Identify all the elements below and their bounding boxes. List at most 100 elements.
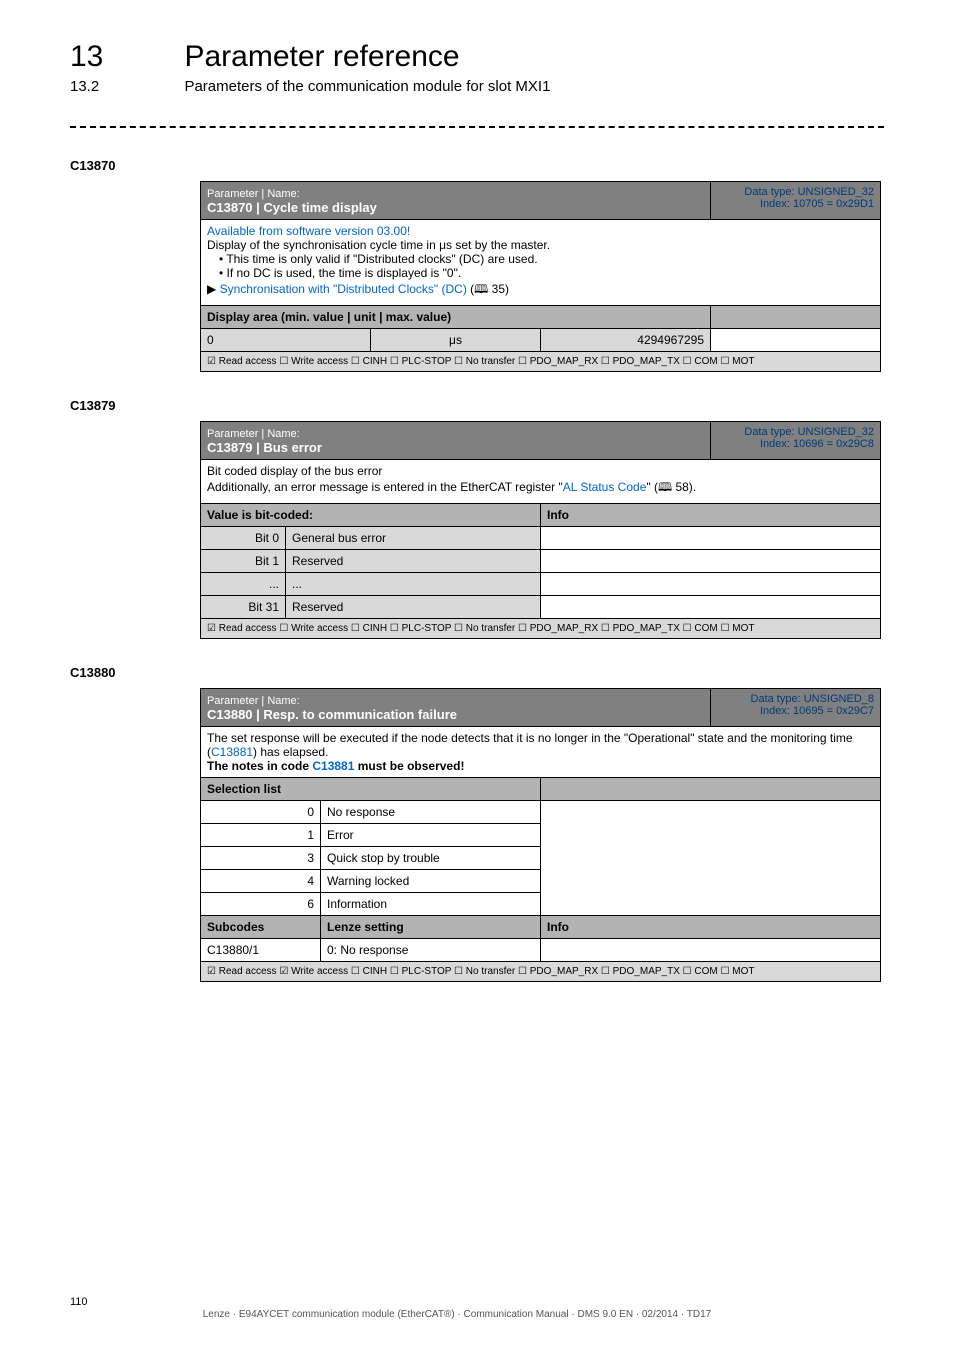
section-number: 13.2	[70, 78, 180, 95]
access-row: ☑ Read access ☑ Write access ☐ CINH ☐ PL…	[201, 962, 881, 982]
c13881-link-2[interactable]: C13881	[312, 759, 354, 773]
bit-num: ...	[201, 573, 286, 596]
desc-line: Bit coded display of the bus error	[207, 464, 382, 478]
desc-suffix: ) has elapsed.	[253, 745, 328, 759]
bit-val: General bus error	[286, 527, 541, 550]
value-bit-coded-label: Value is bit-coded:	[201, 504, 541, 527]
table-c13870: Parameter | Name: C13870 | Cycle time di…	[200, 181, 881, 372]
desc-cell: Available from software version 03.00! D…	[201, 220, 881, 306]
option-num: 4	[201, 870, 321, 893]
param-heading-c13880: C13880	[70, 665, 884, 680]
selection-empty	[541, 778, 881, 801]
param-block-c13879: Parameter | Name: C13879 | Bus error Dat…	[200, 421, 884, 639]
footer-info: Lenze · E94AYCET communication module (E…	[70, 1309, 844, 1320]
option-val: No response	[321, 801, 541, 824]
pn-value: C13879 | Bus error	[207, 440, 322, 455]
page-number: 110	[70, 1296, 110, 1308]
param-heading-c13879: C13879	[70, 398, 884, 413]
desc-suffix: " (🕮 58).	[646, 480, 696, 494]
bit-row: Bit 31 Reserved	[201, 596, 881, 619]
access-row: ☑ Read access ☐ Write access ☐ CINH ☐ PL…	[201, 352, 881, 372]
dt-line1: Data type: UNSIGNED_32	[744, 426, 874, 438]
display-area-empty	[711, 306, 881, 329]
desc-row: Bit coded display of the bus error Addit…	[201, 460, 881, 504]
info-label: Info	[541, 504, 881, 527]
chapter-number: 13	[70, 40, 180, 74]
option-num: 0	[201, 801, 321, 824]
param-name-cell: Parameter | Name: C13880 | Resp. to comm…	[201, 689, 711, 727]
bit-val: Reserved	[286, 596, 541, 619]
c13881-link[interactable]: C13881	[211, 745, 253, 759]
bit-num: Bit 31	[201, 596, 286, 619]
section-header: 13.2 Parameters of the communication mod…	[70, 78, 884, 96]
table-header-row: Parameter | Name: C13870 | Cycle time di…	[201, 182, 881, 220]
pn-label: Parameter | Name:	[207, 428, 300, 440]
desc-bullet: • This time is only valid if "Distribute…	[207, 252, 538, 266]
bit-val: Reserved	[286, 550, 541, 573]
table-header-row: Parameter | Name: C13880 | Resp. to comm…	[201, 689, 881, 727]
bit-info	[541, 550, 881, 573]
display-area-header-row: Display area (min. value | unit | max. v…	[201, 306, 881, 329]
option-val: Error	[321, 824, 541, 847]
sync-link[interactable]: Synchronisation with "Distributed Clocks…	[220, 282, 467, 296]
option-val: Warning locked	[321, 870, 541, 893]
page-footer: 110 Lenze · E94AYCET communication modul…	[70, 1296, 884, 1320]
access-cell: ☑ Read access ☑ Write access ☐ CINH ☐ PL…	[201, 962, 881, 982]
dt-line1: Data type: UNSIGNED_8	[751, 693, 875, 705]
bit-info	[541, 573, 881, 596]
unit-value: μs	[371, 329, 541, 352]
notes-prefix: The notes in code	[207, 759, 312, 773]
available-version-link[interactable]: Available from software version 03.00!	[207, 224, 410, 238]
pn-value: C13870 | Cycle time display	[207, 200, 377, 215]
dt-line2: Index: 10696 = 0x29C8	[760, 438, 874, 450]
info-label: Info	[541, 916, 881, 939]
desc-bullet: • If no DC is used, the time is displaye…	[207, 266, 461, 280]
selection-list-label: Selection list	[201, 778, 541, 801]
dt-line1: Data type: UNSIGNED_32	[744, 186, 874, 198]
datatype-cell: Data type: UNSIGNED_8 Index: 10695 = 0x2…	[711, 689, 881, 727]
max-value: 4294967295	[541, 329, 711, 352]
dt-line2: Index: 10705 = 0x29D1	[760, 198, 874, 210]
datatype-cell: Data type: UNSIGNED_32 Index: 10696 = 0x…	[711, 422, 881, 460]
dashed-rule	[70, 126, 884, 128]
display-area-values-row: 0 μs 4294967295	[201, 329, 881, 352]
desc-prefix: Additionally, an error message is entere…	[207, 480, 563, 494]
bit-num: Bit 0	[201, 527, 286, 550]
option-row: 0 No response	[201, 801, 881, 824]
desc-cell: Bit coded display of the bus error Addit…	[201, 460, 881, 504]
param-block-c13880: Parameter | Name: C13880 | Resp. to comm…	[200, 688, 884, 982]
subcode-row: C13880/1 0: No response	[201, 939, 881, 962]
access-cell: ☑ Read access ☐ Write access ☐ CINH ☐ PL…	[201, 619, 881, 639]
pn-value: C13880 | Resp. to communication failure	[207, 707, 457, 722]
access-row: ☑ Read access ☐ Write access ☐ CINH ☐ PL…	[201, 619, 881, 639]
display-area-blank	[711, 329, 881, 352]
pn-label: Parameter | Name:	[207, 695, 300, 707]
bit-num: Bit 1	[201, 550, 286, 573]
option-num: 3	[201, 847, 321, 870]
bit-row: Bit 0 General bus error	[201, 527, 881, 550]
param-name-cell: Parameter | Name: C13870 | Cycle time di…	[201, 182, 711, 220]
param-heading-c13870: C13870	[70, 158, 884, 173]
bit-info	[541, 527, 881, 550]
chapter-title: Parameter reference	[184, 40, 459, 74]
section-title: Parameters of the communication module f…	[184, 78, 550, 95]
display-area-text: Display area (min. value | unit | max. v…	[207, 310, 451, 324]
bit-info	[541, 596, 881, 619]
option-num: 1	[201, 824, 321, 847]
datatype-cell: Data type: UNSIGNED_32 Index: 10705 = 0x…	[711, 182, 881, 220]
dt-line2: Index: 10695 = 0x29C7	[760, 705, 874, 717]
access-cell: ☑ Read access ☐ Write access ☐ CINH ☐ PL…	[201, 352, 881, 372]
al-status-link[interactable]: AL Status Code	[563, 480, 647, 494]
lenze-label: Lenze setting	[321, 916, 541, 939]
subcodes-header-row: Subcodes Lenze setting Info	[201, 916, 881, 939]
subcode-info	[541, 939, 881, 962]
option-num: 6	[201, 893, 321, 916]
desc-row: The set response will be executed if the…	[201, 727, 881, 778]
link-ref: (🕮 35)	[467, 282, 509, 296]
table-c13879: Parameter | Name: C13879 | Bus error Dat…	[200, 421, 881, 639]
bit-row: ... ...	[201, 573, 881, 596]
desc-line: Display of the synchronisation cycle tim…	[207, 238, 550, 252]
option-info-blank	[541, 801, 881, 916]
desc-row: Available from software version 03.00! D…	[201, 220, 881, 306]
param-block-c13870: Parameter | Name: C13870 | Cycle time di…	[200, 181, 884, 372]
